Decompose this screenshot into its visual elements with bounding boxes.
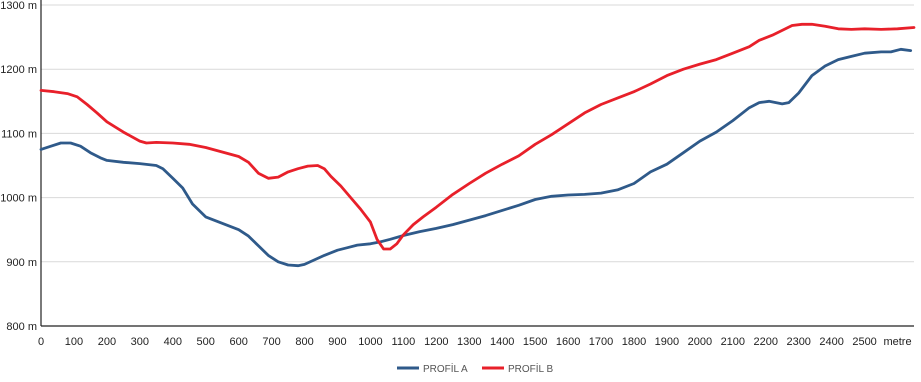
y-tick-label: 1100 m [1, 128, 37, 140]
x-tick-label: 600 [229, 336, 247, 348]
series-line-profil-b [39, 22, 916, 251]
x-tick-label: 1200 [424, 336, 448, 348]
x-tick-label: 300 [131, 336, 149, 348]
x-tick-label: 2100 [721, 336, 745, 348]
x-tick-label: 500 [197, 336, 215, 348]
x-tick-labels: 0 100 200 300 400 500 600 700 800 900 1000 1100 1200… [38, 336, 877, 348]
x-tick-label: 2400 [819, 336, 843, 348]
x-tick-label: 1900 [655, 336, 679, 348]
x-tick-label: 2300 [786, 336, 810, 348]
grid-lines [41, 4, 914, 263]
x-tick-label: 2500 [852, 336, 876, 348]
x-tick-label: 1500 [523, 336, 547, 348]
x-tick-label: 100 [65, 336, 83, 348]
y-tick-label: 1300 m [0, 0, 37, 12]
x-tick-label: 1400 [490, 336, 514, 348]
x-tick-label: 1700 [589, 336, 613, 348]
axes [40, 0, 914, 327]
legend: PROFİL A PROFİL B [397, 362, 554, 375]
y-tick-label: 1200 m [0, 64, 37, 76]
x-tick-label: 700 [262, 336, 280, 348]
x-tick-label: 200 [98, 336, 116, 348]
y-tick-label: 900 m [6, 257, 37, 269]
series-line-profil-a [39, 47, 913, 268]
y-tick-label: 800 m [6, 321, 37, 333]
x-tick-label: 1100 [392, 336, 416, 348]
x-tick-label: 1300 [457, 336, 481, 348]
x-tick-label: 400 [164, 336, 182, 348]
series-lines [39, 22, 916, 268]
x-axis-unit-label: metre [883, 336, 911, 348]
x-tick-label: 2000 [688, 336, 712, 348]
x-tick-label: 1800 [622, 336, 646, 348]
x-tick-label: 2200 [754, 336, 778, 348]
x-tick-label: 800 [295, 336, 313, 348]
legend-label-profil-b: PROFİL B [508, 362, 554, 375]
y-tick-label: 1000 m [0, 193, 37, 205]
y-tick-labels: 800 m 900 m 1000 m 1100 m 1200 m 1300 m [0, 0, 37, 333]
x-tick-label: 0 [38, 336, 44, 348]
legend-label-profil-a: PROFİL A [423, 362, 468, 375]
x-tick-label: 900 [328, 336, 346, 348]
x-tick-label: 1000 [358, 336, 382, 348]
x-tick-label: 1600 [556, 336, 580, 348]
